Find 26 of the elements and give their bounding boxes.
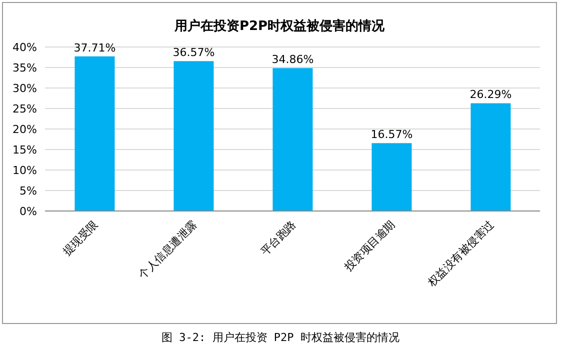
y-tick-label: 15% <box>12 143 37 156</box>
x-tick-label: 提现受限 <box>60 218 101 258</box>
bar <box>174 61 214 211</box>
y-tick-label: 10% <box>12 164 37 177</box>
data-label: 36.57% <box>172 46 215 60</box>
y-tick-label: 20% <box>12 122 37 136</box>
x-tick-label: 投资项目逾期 <box>341 218 398 274</box>
bar <box>372 143 412 211</box>
y-tick-label: 40% <box>12 40 37 54</box>
x-tick-label: 权益没有被侵害过 <box>424 218 497 290</box>
bar <box>272 68 313 211</box>
data-label: 37.71% <box>74 41 116 54</box>
y-tick-label: 35% <box>12 61 37 74</box>
bar <box>470 103 511 211</box>
data-label: 16.57% <box>370 128 413 142</box>
y-tick-label: 0% <box>20 204 37 218</box>
y-tick-label: 30% <box>12 82 37 95</box>
x-tick-label: 平台跑路 <box>258 218 299 258</box>
data-label: 34.86% <box>272 53 314 66</box>
y-tick-label: 25% <box>12 102 37 116</box>
y-tick-label: 5% <box>20 184 37 198</box>
x-tick-label: 个人信息遭泄露 <box>136 218 200 282</box>
bar <box>74 56 115 211</box>
data-label: 26.29% <box>470 88 512 102</box>
caption: 图 3-2: 用户在投资 P2P 时权益被侵害的情况 <box>160 330 400 345</box>
chart-title: 用户在投资P2P时权益被侵害的情况 <box>173 18 386 35</box>
